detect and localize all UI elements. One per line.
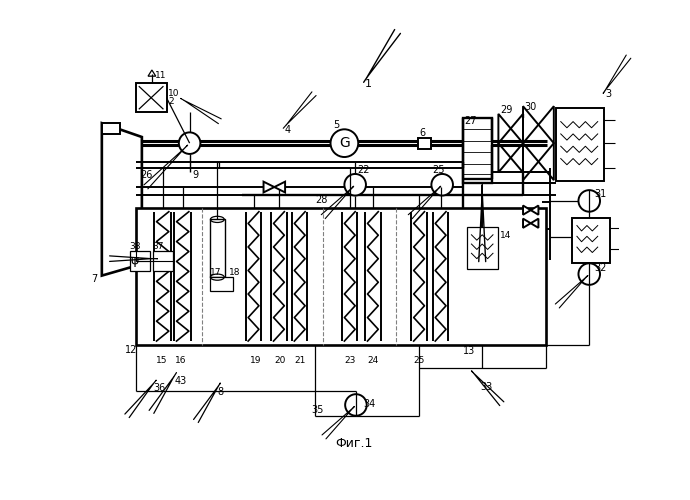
Text: 3: 3 bbox=[605, 90, 611, 100]
Text: 25: 25 bbox=[432, 166, 444, 175]
Text: 31: 31 bbox=[594, 188, 606, 198]
Text: 16: 16 bbox=[175, 356, 186, 366]
Text: 12: 12 bbox=[125, 345, 137, 355]
Text: 43: 43 bbox=[174, 376, 186, 386]
Bar bbox=[210, 220, 225, 277]
Bar bbox=[417, 138, 431, 148]
Text: 1: 1 bbox=[365, 79, 372, 89]
Text: 33: 33 bbox=[481, 382, 493, 392]
Text: 13: 13 bbox=[463, 346, 475, 356]
Text: 7: 7 bbox=[91, 274, 97, 284]
Text: 11: 11 bbox=[155, 71, 166, 80]
Text: 27: 27 bbox=[464, 116, 477, 126]
Circle shape bbox=[345, 394, 366, 415]
Text: 24: 24 bbox=[368, 356, 379, 366]
Text: 34: 34 bbox=[364, 399, 376, 409]
Text: 30: 30 bbox=[524, 102, 537, 113]
Text: 36: 36 bbox=[153, 384, 166, 394]
Text: 18: 18 bbox=[229, 268, 240, 277]
Circle shape bbox=[344, 174, 366, 196]
Text: ψ: ψ bbox=[130, 254, 138, 268]
Text: 35: 35 bbox=[311, 405, 324, 415]
Text: 22: 22 bbox=[357, 166, 370, 175]
Bar bbox=[210, 277, 233, 291]
Polygon shape bbox=[531, 218, 538, 228]
Text: G: G bbox=[339, 136, 350, 150]
Polygon shape bbox=[102, 123, 120, 134]
Bar bbox=[463, 118, 492, 183]
Text: 21: 21 bbox=[295, 356, 306, 366]
Text: 19: 19 bbox=[250, 356, 262, 366]
Polygon shape bbox=[275, 182, 285, 192]
Text: 29: 29 bbox=[500, 104, 512, 115]
Polygon shape bbox=[523, 218, 531, 228]
Circle shape bbox=[578, 190, 600, 212]
Text: 28: 28 bbox=[315, 194, 328, 205]
Text: 37: 37 bbox=[152, 242, 164, 251]
Text: 5: 5 bbox=[333, 120, 339, 130]
Text: 26: 26 bbox=[140, 170, 152, 180]
Text: 38: 38 bbox=[129, 242, 140, 251]
Text: 25: 25 bbox=[414, 356, 425, 366]
Bar bbox=[136, 83, 166, 112]
Text: Фиг.1: Фиг.1 bbox=[335, 438, 373, 450]
Bar bbox=[136, 208, 546, 345]
Text: 4: 4 bbox=[284, 126, 290, 136]
Text: 17: 17 bbox=[210, 268, 222, 277]
Text: 10: 10 bbox=[168, 90, 179, 98]
Polygon shape bbox=[264, 182, 275, 192]
Polygon shape bbox=[523, 206, 531, 215]
Bar bbox=[571, 218, 610, 262]
Text: 8: 8 bbox=[217, 387, 224, 397]
Circle shape bbox=[578, 264, 600, 285]
Text: 2: 2 bbox=[168, 97, 174, 106]
Text: 20: 20 bbox=[275, 356, 286, 366]
Bar bbox=[153, 251, 173, 271]
Text: 6: 6 bbox=[419, 128, 425, 138]
Bar bbox=[556, 108, 604, 181]
Text: 14: 14 bbox=[500, 231, 511, 240]
Text: 15: 15 bbox=[156, 356, 167, 366]
Circle shape bbox=[431, 174, 453, 196]
Bar bbox=[130, 251, 150, 271]
Circle shape bbox=[179, 132, 200, 154]
Polygon shape bbox=[531, 206, 538, 215]
Bar bbox=[467, 227, 497, 270]
Text: 32: 32 bbox=[595, 262, 607, 272]
Text: 23: 23 bbox=[344, 356, 356, 366]
Circle shape bbox=[331, 130, 358, 157]
Text: 9: 9 bbox=[192, 170, 198, 180]
